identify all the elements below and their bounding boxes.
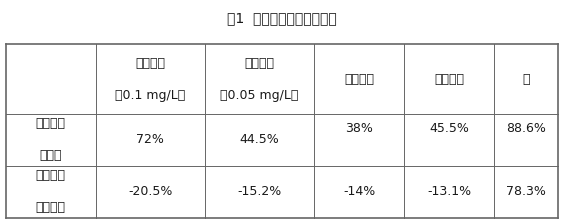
Text: -15.2%: -15.2%	[237, 185, 281, 198]
Text: 未经处理

的菌悬液: 未经处理 的菌悬液	[36, 169, 65, 214]
Text: 45.5%: 45.5%	[429, 122, 469, 135]
Text: 88.6%: 88.6%	[506, 122, 546, 135]
Text: 处理后的

菌悬液: 处理后的 菌悬液	[36, 117, 65, 162]
Text: -13.1%: -13.1%	[427, 185, 471, 198]
Text: 三氯甲烷

（0.05 mg/L）: 三氯甲烷 （0.05 mg/L）	[221, 57, 299, 101]
Text: 38%: 38%	[345, 122, 373, 135]
Text: 72%: 72%	[136, 133, 164, 146]
Text: 铁: 铁	[522, 73, 530, 85]
Text: 三氯甲烷

（0.1 mg/L）: 三氯甲烷 （0.1 mg/L）	[115, 57, 186, 101]
Text: 溴氰菊酯: 溴氰菊酯	[344, 73, 374, 85]
Text: 44.5%: 44.5%	[240, 133, 279, 146]
Text: -14%: -14%	[343, 185, 375, 198]
Text: 78.3%: 78.3%	[506, 185, 546, 198]
Text: 表1  不同物质的发光抑制率: 表1 不同物质的发光抑制率	[227, 11, 337, 25]
Text: 四氯化碳: 四氯化碳	[434, 73, 464, 85]
Text: -20.5%: -20.5%	[128, 185, 173, 198]
